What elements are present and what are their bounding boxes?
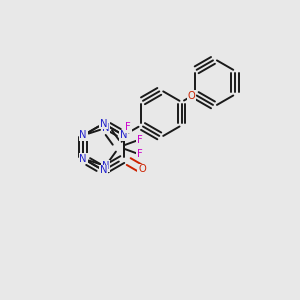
Text: N: N	[80, 130, 87, 140]
Text: F: F	[136, 149, 142, 159]
Text: N: N	[100, 165, 107, 176]
Text: F: F	[136, 135, 142, 145]
Text: O: O	[138, 164, 146, 174]
Text: N: N	[102, 123, 109, 133]
Text: N: N	[102, 161, 109, 171]
Text: N: N	[80, 154, 87, 164]
Text: F: F	[125, 122, 131, 133]
Text: O: O	[188, 91, 196, 101]
Text: N: N	[120, 130, 127, 140]
Text: N: N	[100, 118, 107, 129]
